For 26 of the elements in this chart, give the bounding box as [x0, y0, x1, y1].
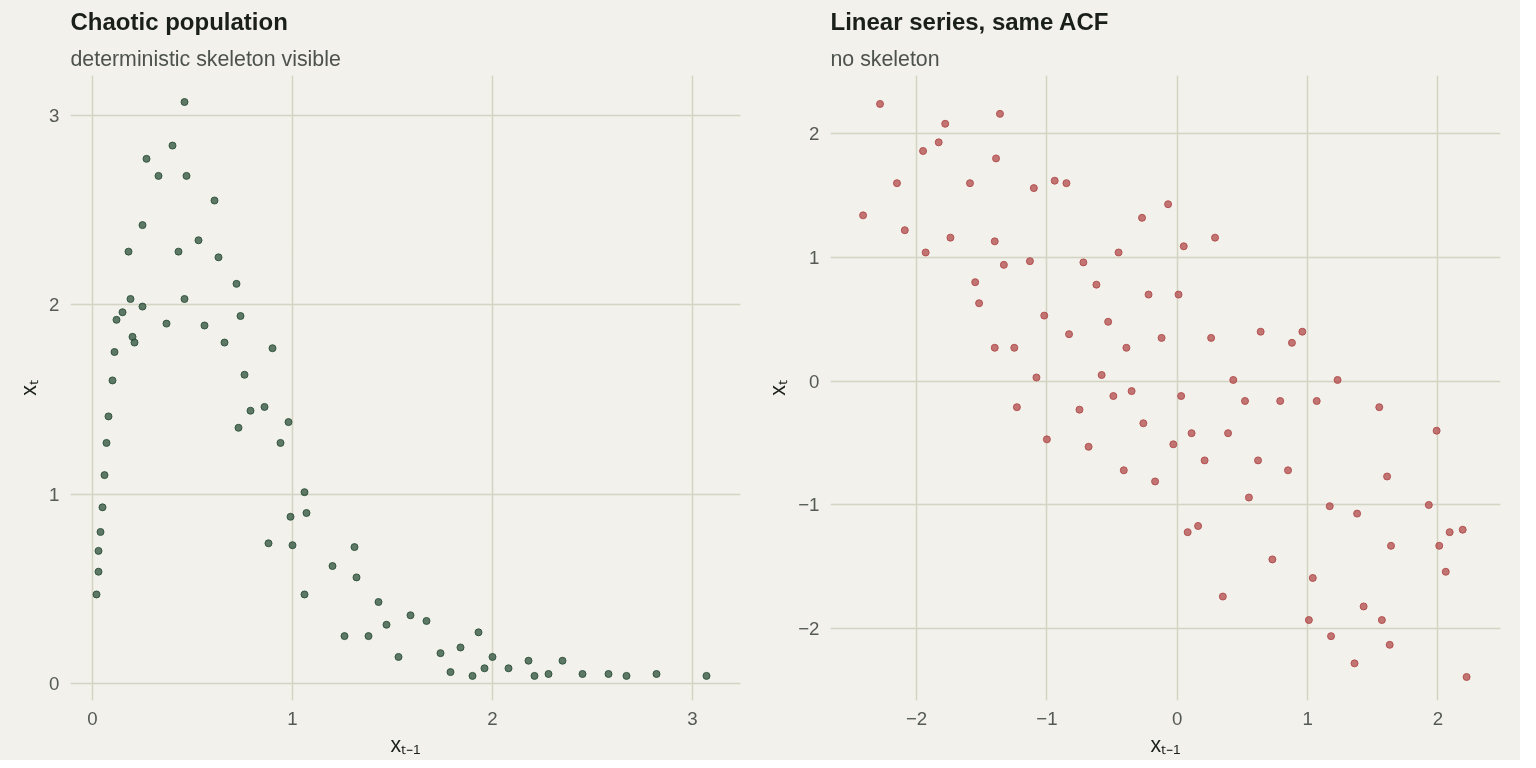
x-tick-label: 2	[1432, 707, 1444, 729]
x-tick-label: 1	[287, 707, 298, 729]
y-axis-title: xₜ	[17, 380, 42, 396]
y-tick-label: 0	[809, 370, 820, 392]
x-tick-label: 0	[1172, 707, 1183, 729]
y-tick-label: 2	[49, 294, 60, 316]
y-tick-label: 1	[49, 483, 60, 505]
x-tick-label: 0	[87, 707, 98, 729]
x-axis-title: xₜ₋₁	[1150, 732, 1181, 757]
y-tick-label: 1	[809, 246, 820, 268]
x-tick-label: −1	[1036, 707, 1058, 729]
x-tick-label: −2	[905, 707, 928, 729]
x-tick-label: 1	[1302, 707, 1313, 729]
x-tick-label: 2	[487, 707, 498, 729]
y-tick-label: 3	[49, 104, 60, 126]
x-tick-label: 3	[687, 707, 698, 729]
chart-title: Linear series, same ACF	[830, 7, 1109, 35]
y-tick-label: 2	[809, 123, 820, 145]
y-tick-label: −2	[798, 618, 820, 640]
chart-subtitle: deterministic skeleton visible	[70, 46, 341, 71]
y-tick-label: 0	[49, 672, 60, 694]
y-axis-title: xₜ	[766, 380, 791, 396]
chart-title: Chaotic population	[70, 7, 288, 35]
x-axis-title: xₜ₋₁	[390, 732, 421, 757]
y-tick-label: −1	[798, 494, 820, 516]
chart-subtitle: no skeleton	[830, 46, 940, 71]
